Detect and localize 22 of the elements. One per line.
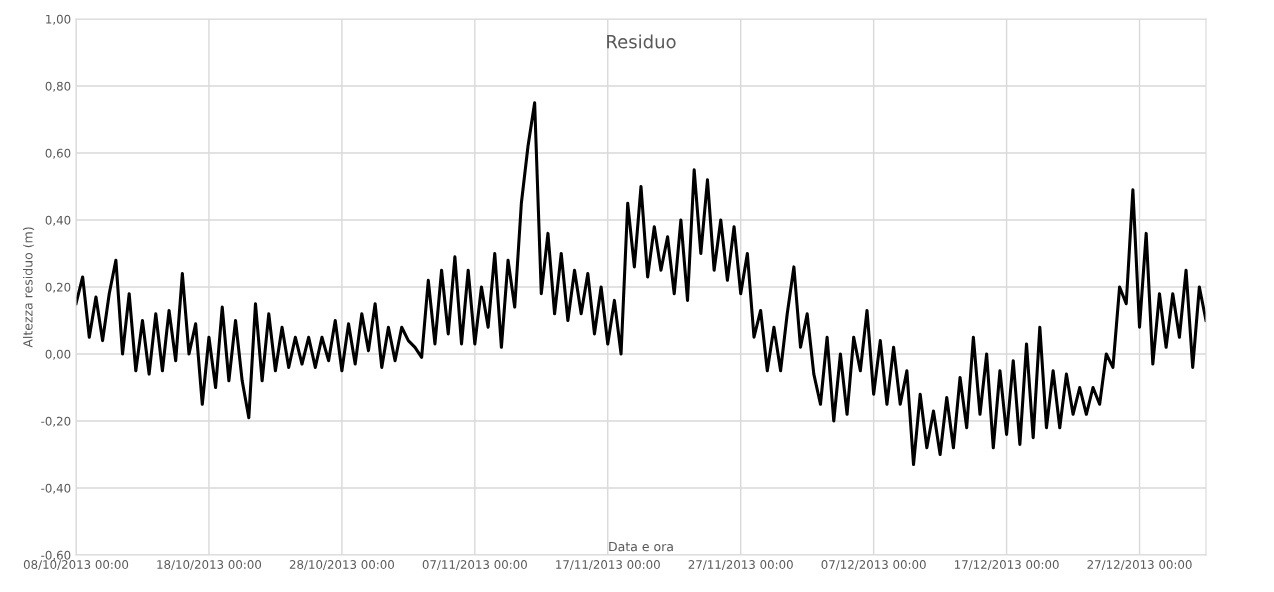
y-tick-label: 0,40 [45, 215, 71, 226]
y-tick-label: 0,00 [45, 349, 71, 360]
x-tick-label: 18/10/2013 00:00 [157, 560, 262, 570]
text: Residuo [607, 34, 676, 49]
x-tick-label: 17/12/2013 00:00 [954, 560, 1059, 570]
y-axis-title: Altezza residuo (m) [22, 227, 35, 348]
y-tick-label: 0,20 [45, 282, 71, 293]
x-tick-label: 27/11/2013 00:00 [688, 560, 793, 570]
y-tick-label: 0,60 [45, 148, 71, 159]
y-tick-label: -0,20 [41, 416, 71, 427]
x-tick-label: 28/10/2013 00:00 [289, 560, 395, 570]
line-series [76, 101, 1206, 467]
x-axis-title: Data e ora [609, 541, 673, 552]
x-tick-label: 07/11/2013 00:00 [422, 560, 527, 570]
x-tick-label: 07/12/2013 00:00 [821, 560, 926, 570]
y-tick-label: -0,60 [41, 550, 71, 561]
x-tick-label: 08/10/2013 00:00 [23, 560, 129, 570]
x-tick-label: 27/12/2013 00:00 [1087, 560, 1192, 570]
y-tick-label: 0,80 [45, 81, 71, 92]
y-tick-label: 1,00 [46, 14, 71, 25]
y-tick-label: -0,40 [41, 483, 71, 494]
x-tick-label: 17/11/2013 00:00 [556, 560, 660, 570]
